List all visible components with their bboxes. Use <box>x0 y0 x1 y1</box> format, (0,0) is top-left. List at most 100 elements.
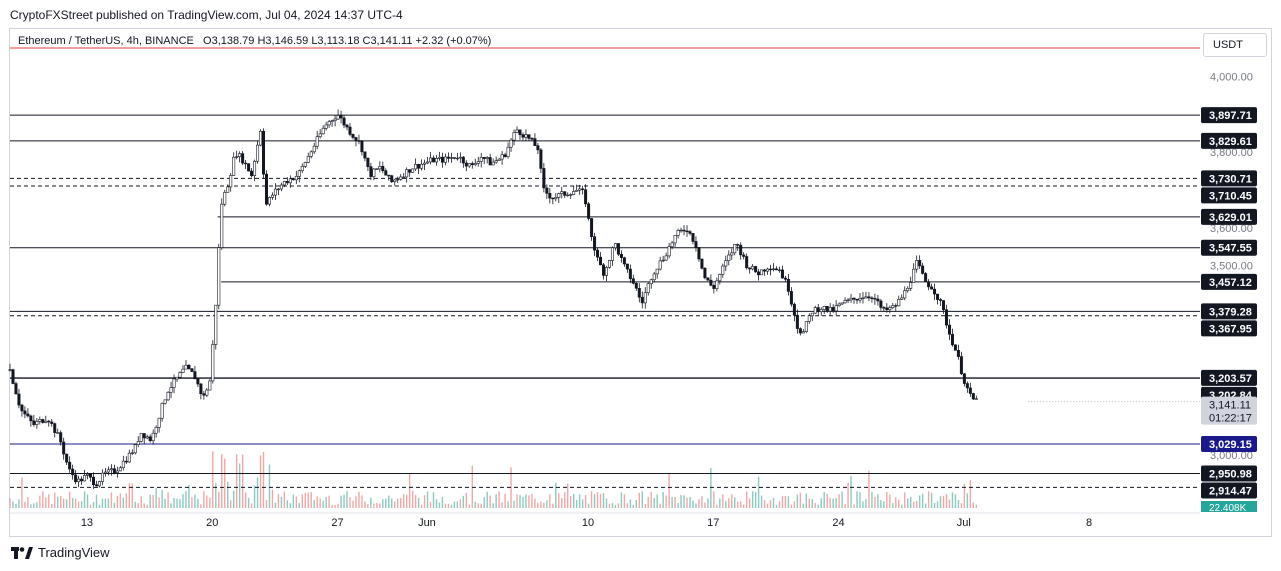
candle-body <box>757 271 761 276</box>
candle-body <box>870 297 874 300</box>
candle-body <box>124 460 128 463</box>
time-tick-label: Jun <box>418 517 436 529</box>
candle-body <box>906 288 910 291</box>
volume-bar <box>832 498 834 508</box>
candle-body <box>557 193 561 198</box>
candle-body <box>700 258 704 269</box>
candle-body <box>840 302 844 305</box>
candle-body <box>518 129 522 136</box>
volume-bar <box>15 503 17 508</box>
price-level-badge <box>1201 369 1257 386</box>
volume-bar <box>644 504 646 508</box>
brand-footer[interactable]: TradingView <box>11 545 110 560</box>
volume-bar <box>948 499 951 508</box>
volume-bar <box>36 502 38 508</box>
candle-body <box>473 163 477 166</box>
candle-body <box>607 260 611 268</box>
volume-bar <box>671 496 673 508</box>
candle-body <box>241 153 245 164</box>
volume-bar <box>71 498 74 508</box>
candle-body <box>109 468 113 471</box>
candle-body <box>211 344 215 382</box>
volume-bar <box>823 491 825 508</box>
volume-bar <box>444 503 447 508</box>
candle-body <box>688 231 692 234</box>
volume-bar <box>182 493 184 508</box>
volume-bar <box>185 491 187 508</box>
price-level-badge <box>1201 320 1257 337</box>
volume-bar <box>796 494 799 508</box>
symbol-name[interactable]: Ethereum / TetherUS, 4h, BINANCE <box>18 35 194 47</box>
volume-bar <box>734 497 736 508</box>
volume-bar <box>328 495 330 508</box>
volume-bar <box>811 499 813 508</box>
volume-bar <box>787 496 790 508</box>
candlestick-series <box>8 109 978 490</box>
volume-bar <box>808 498 810 508</box>
volume-bar <box>528 495 530 508</box>
candle-body <box>50 421 54 424</box>
volume-bar <box>256 477 259 508</box>
candle-body <box>685 230 689 233</box>
candle-body <box>187 364 191 369</box>
candle-body <box>360 140 364 153</box>
time-tick-label: 27 <box>331 517 343 529</box>
candle-body <box>545 187 549 194</box>
candle-body <box>336 115 340 120</box>
volume-bar <box>898 499 900 508</box>
volume-bar <box>745 491 748 508</box>
candle-body <box>262 130 266 175</box>
price-level-label: 3,629.01 <box>1209 212 1252 224</box>
candle-body <box>476 161 480 164</box>
candle-body <box>208 380 212 391</box>
currency-selector[interactable]: USDT <box>1203 33 1267 57</box>
candle-body <box>458 156 462 159</box>
chart-frame[interactable] <box>9 28 1272 537</box>
volume-bar <box>417 498 420 508</box>
volume-bar <box>128 483 130 508</box>
volume-bar <box>581 499 584 508</box>
candle-body <box>763 269 767 272</box>
candle-body <box>345 124 349 128</box>
volume-bar <box>250 503 253 508</box>
candle-body <box>578 188 582 191</box>
volume-bar <box>405 494 408 508</box>
volume-bar <box>725 500 727 508</box>
volume-bar <box>39 495 41 508</box>
volume-bar <box>680 495 682 508</box>
candle-body <box>461 156 465 164</box>
volume-bar <box>805 493 808 508</box>
volume-bar <box>540 501 542 508</box>
price-tick-label: 3,500.00 <box>1210 261 1253 273</box>
volume-bar <box>722 494 724 508</box>
volume-bar <box>271 489 274 508</box>
candle-body <box>643 292 647 304</box>
candle-body <box>825 306 829 312</box>
volume-bar <box>313 500 315 508</box>
volume-bar <box>713 491 715 508</box>
candle-body <box>62 441 66 455</box>
price-level-badge <box>1201 482 1257 499</box>
candle-body <box>837 303 841 307</box>
candle-body <box>742 254 746 257</box>
candle-body <box>861 297 865 300</box>
volume-bar <box>710 467 712 508</box>
volume-bar <box>975 504 978 508</box>
volume-bar <box>817 504 819 508</box>
volume-bar <box>731 494 733 508</box>
volume-bar <box>224 458 226 508</box>
candle-body <box>909 282 913 289</box>
candle-body <box>930 286 934 290</box>
volume-bar <box>602 493 605 508</box>
candle-body <box>41 419 45 423</box>
volume-bar <box>629 499 632 508</box>
candle-body <box>491 161 495 166</box>
candle-body <box>74 474 78 483</box>
price-level-label: 3,367.95 <box>1209 323 1252 335</box>
candle-body <box>789 291 793 305</box>
candle-body <box>524 134 528 138</box>
volume-bar <box>513 500 515 508</box>
volume-bar <box>856 491 858 508</box>
candle-body <box>130 452 134 454</box>
